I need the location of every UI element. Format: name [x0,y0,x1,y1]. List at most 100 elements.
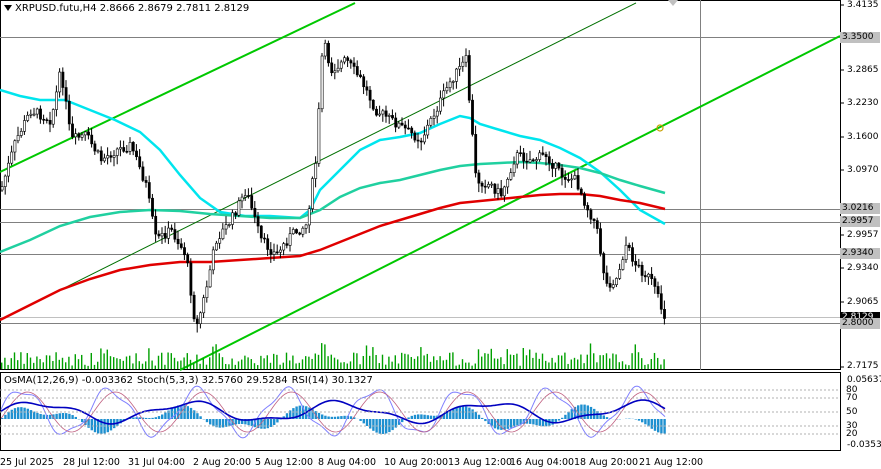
osma-bar [170,408,173,419]
volume-bar [324,344,326,369]
osma-bar [449,410,452,419]
volume-bar [644,364,646,369]
volume-bar [205,364,208,369]
osma-bar [532,419,535,425]
osma-bar [413,414,417,419]
candle [634,254,638,272]
volume-bar [647,364,649,369]
osma-bar [93,419,97,433]
candle [285,237,289,249]
candle [554,161,558,177]
volume-bar [314,353,316,369]
candle [55,85,58,117]
volume-bar [557,355,560,369]
volume-bar [237,361,240,369]
price-tick: 3.1600 [847,132,879,142]
candle [231,209,234,230]
candle [333,63,337,80]
volume-bar [100,348,102,369]
volume-bar [449,352,451,369]
shift-marker-icon[interactable] [668,0,678,6]
volume-bar [663,359,665,369]
osma-bar [298,405,301,419]
volume-bar [161,352,163,369]
volume-bar [596,362,598,369]
osma-bar [426,415,429,419]
osma-bar [589,406,593,419]
volume-bar [637,352,640,369]
candle [547,151,551,172]
osma-bar [145,417,148,419]
candle [435,106,439,124]
volume-bar [436,360,438,369]
osma-bar [90,419,93,431]
volume-bar [573,357,576,369]
volume-bar [612,353,614,369]
volume-bar [327,356,329,369]
candle [288,226,292,252]
volume-bar [292,355,294,369]
osma-bar [4,414,7,419]
candle [221,223,225,241]
candle [400,117,404,127]
candle [474,125,478,178]
osma-bar [68,413,71,419]
candle [275,244,279,255]
volume-bar [93,364,96,369]
candle [125,145,129,154]
volume-bar [180,360,182,369]
osma-bar [250,419,253,427]
channel-anchor-icon[interactable] [656,124,664,132]
volume-bar [33,362,35,369]
osma-bar [23,407,26,419]
candle [93,140,97,155]
volume-bar [490,348,492,369]
price-tag-28000: 2.8000 [840,318,880,329]
indicator-level-70: 70 [846,393,858,403]
candle [253,201,257,224]
osma-bar [74,416,77,419]
volume-bar [599,355,601,369]
osma-bar [196,413,199,419]
osma-bar [17,407,20,419]
candle [656,281,660,298]
candle [403,120,407,135]
volume-bar [228,364,230,369]
volume-bar [7,364,9,369]
volume-bar [605,353,608,369]
osma-bar [381,419,385,434]
candle [378,105,382,117]
volume-bar [157,355,160,369]
candle [653,276,657,294]
volume-bar [317,354,320,369]
volume-bar [52,360,54,369]
candle [567,172,570,183]
candle [410,126,414,139]
volume-bar [442,360,444,369]
candle [391,109,394,120]
dropdown-icon[interactable] [4,5,12,11]
osma-bar [442,413,445,419]
candle [138,149,142,170]
osma-bar [260,419,263,429]
volume-bar [196,354,198,369]
indicator-label: OsMA(12,26,9) -0.003362 Stoch(5,3,3) 32.5… [4,375,377,386]
indicator-level-80: 80 [846,385,858,395]
price-tag-30216: 3.0216 [840,203,880,214]
volume-bar [577,359,579,369]
osma-bar [433,415,436,419]
osma-bar [570,409,573,419]
candle [256,211,260,234]
osma-bar [343,415,346,419]
candle [579,187,583,196]
osma-bar [212,419,215,427]
volume-bar [455,365,457,369]
volume-bar [273,353,275,369]
time-label: 18 Aug 20:00 [574,457,639,468]
volume-bar [116,358,118,369]
volume-bar [257,365,259,369]
price-tick: 3.2230 [847,98,879,108]
candle [659,285,663,315]
candle [48,111,52,133]
